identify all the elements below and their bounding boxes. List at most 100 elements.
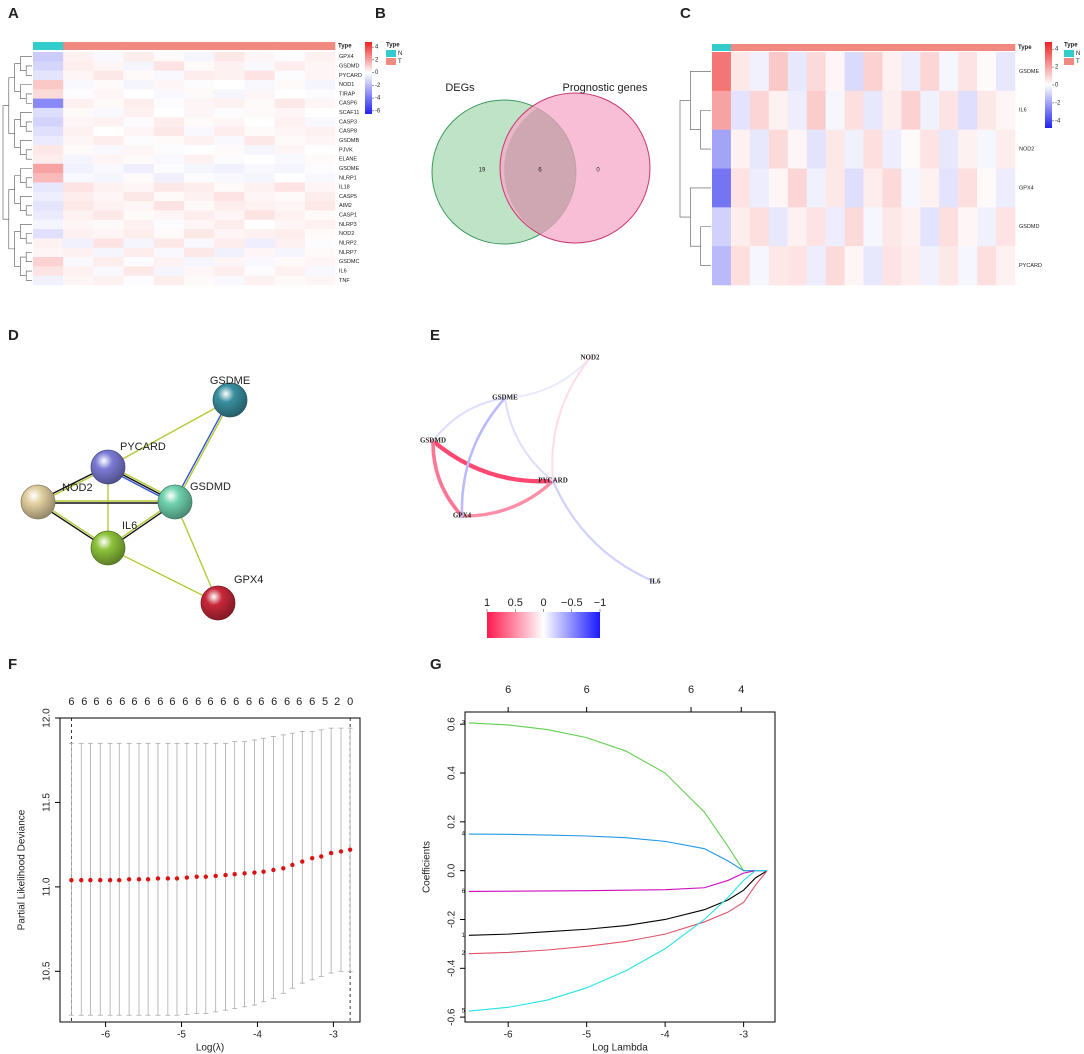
- heatmap-cell: [244, 98, 275, 109]
- series-label: 4: [462, 832, 466, 838]
- node-label: GSDMD: [190, 481, 231, 493]
- point: [174, 876, 180, 881]
- heatmap-cell: [33, 182, 64, 193]
- row-label: PJVK: [339, 147, 353, 153]
- annotation-cell: [93, 42, 124, 50]
- venn-count: 19: [479, 168, 486, 174]
- heatmap-cell: [214, 201, 245, 211]
- heatmap-cell: [939, 90, 959, 130]
- heatmap-cell: [958, 207, 978, 247]
- row-label: GPX4: [1019, 185, 1034, 191]
- row-label: GSDMB: [339, 138, 360, 144]
- heatmap-cell: [214, 210, 245, 221]
- top-tick-label: 6: [271, 696, 277, 708]
- series-label: 1: [462, 933, 466, 939]
- y-tick-label: 10.5: [42, 961, 53, 981]
- x-tick-label: -4: [253, 1030, 262, 1041]
- top-tick-label: 6: [220, 696, 226, 708]
- point: [165, 876, 171, 881]
- legend-title: Type: [386, 43, 400, 49]
- heatmap-cell: [749, 168, 770, 208]
- heatmap-cell: [123, 126, 155, 137]
- heatmap-cell: [768, 52, 789, 92]
- heatmap-cell: [920, 246, 940, 286]
- heatmap-cell: [93, 275, 124, 286]
- row-label: CASP1: [339, 213, 357, 219]
- heatmap-cell: [244, 247, 275, 258]
- heatmap-cell: [901, 168, 921, 208]
- point: [300, 859, 305, 864]
- heatmap-cell: [730, 168, 751, 208]
- heatmap-cell: [274, 61, 306, 71]
- panel-label: E: [430, 327, 440, 344]
- heatmap-cell: [958, 90, 978, 130]
- heatmap-cell: [214, 117, 245, 127]
- legend-label: T: [1076, 59, 1080, 65]
- heatmap-cell: [93, 238, 124, 249]
- heatmap-cell: [244, 257, 275, 267]
- heatmap-cell: [93, 219, 124, 230]
- heatmap-cell: [153, 79, 185, 90]
- colorbar-tick-label: -2: [1055, 100, 1061, 106]
- point: [328, 850, 334, 856]
- heatmap-cell: [304, 173, 336, 183]
- panel-label: C: [680, 5, 691, 22]
- heatmap-cell: [901, 90, 921, 130]
- heatmap-cell: [184, 201, 215, 211]
- colorbar: [487, 612, 600, 638]
- y-tick-label: -0.6: [447, 1008, 458, 1026]
- point: [98, 877, 103, 883]
- heatmap-cell: [153, 201, 185, 211]
- annotation-cell: [63, 42, 94, 50]
- colorbar-tick-label: −0.5: [561, 597, 583, 609]
- point: [309, 855, 315, 861]
- heatmap-cell: [123, 79, 155, 90]
- heatmap-cell: [153, 135, 185, 146]
- heatmap-cell: [153, 154, 185, 165]
- annotation-cell: [33, 42, 64, 50]
- heatmap-cell: [93, 89, 124, 99]
- heatmap-cell: [712, 52, 732, 92]
- y-tick-label: 0.6: [447, 717, 458, 731]
- legend-title: Type: [1064, 43, 1078, 49]
- heatmap-cell: [901, 52, 921, 92]
- heatmap-cell: [93, 61, 124, 71]
- heatmap-cell: [996, 168, 1016, 208]
- x-tick-label: -6: [101, 1030, 110, 1041]
- y-tick-label: 12.0: [42, 708, 53, 728]
- heatmap-cell: [123, 98, 155, 109]
- heatmap-cell: [214, 257, 245, 267]
- heatmap-cell: [184, 52, 215, 62]
- top-tick-label: 6: [688, 684, 694, 696]
- correlation-edge: [551, 479, 657, 584]
- heatmap-cell: [93, 79, 124, 90]
- panel-label: F: [8, 656, 17, 673]
- heatmap-cell: [123, 210, 155, 221]
- heatmap-cell: [304, 98, 336, 109]
- heatmap-cell: [304, 238, 336, 249]
- heatmap-cell: [184, 107, 215, 118]
- heatmap-cell: [93, 163, 124, 174]
- heatmap-cell: [214, 52, 245, 62]
- heatmap-cell: [787, 207, 807, 247]
- annotation-cell: [214, 42, 245, 50]
- heatmap-cell: [304, 61, 336, 71]
- heatmap-cell: [304, 266, 336, 276]
- heatmap-cell: [33, 238, 64, 249]
- heatmap-cell: [33, 107, 64, 118]
- heatmap-cell: [244, 191, 275, 202]
- annotation-cell: [304, 42, 336, 50]
- heatmap-cell: [63, 70, 94, 81]
- heatmap-cell: [214, 266, 245, 276]
- dendrogram: [25, 177, 32, 188]
- top-tick-label: 6: [258, 696, 264, 708]
- point: [261, 869, 266, 874]
- heatmap-cell: [153, 98, 185, 109]
- y-tick-label: 0.4: [447, 766, 458, 780]
- x-axis-label: Log(λ): [196, 1043, 224, 1054]
- heatmap-cell: [806, 90, 826, 130]
- top-tick-label: 6: [182, 696, 188, 708]
- heatmap-cell: [244, 117, 275, 127]
- panel-label: G: [430, 656, 442, 673]
- row-label: IL6: [1019, 108, 1027, 114]
